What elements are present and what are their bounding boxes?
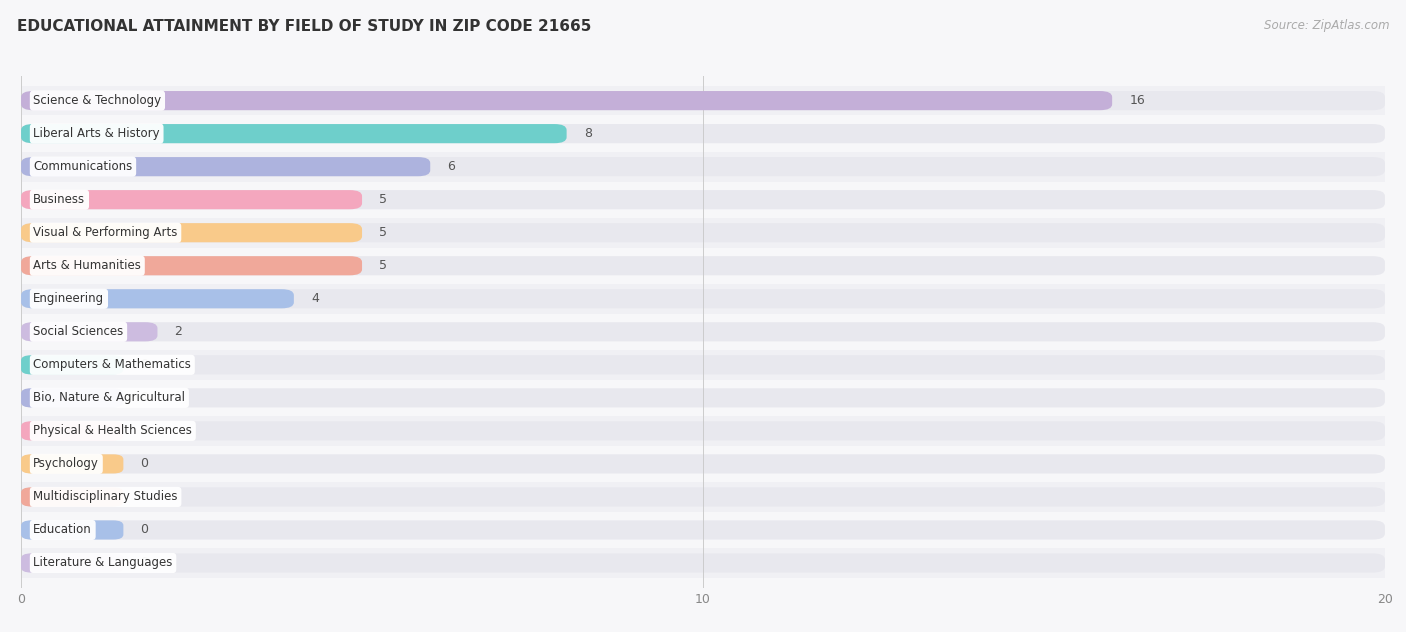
Text: 5: 5	[380, 193, 387, 206]
FancyBboxPatch shape	[21, 487, 1385, 506]
Bar	[21, 152, 1385, 181]
FancyBboxPatch shape	[21, 289, 294, 308]
Bar	[21, 218, 1385, 248]
Text: 5: 5	[380, 259, 387, 272]
Text: 16: 16	[1129, 94, 1144, 107]
FancyBboxPatch shape	[21, 256, 1385, 276]
Text: 0: 0	[141, 391, 149, 404]
FancyBboxPatch shape	[21, 157, 430, 176]
FancyBboxPatch shape	[21, 422, 124, 441]
Text: EDUCATIONAL ATTAINMENT BY FIELD OF STUDY IN ZIP CODE 21665: EDUCATIONAL ATTAINMENT BY FIELD OF STUDY…	[17, 19, 592, 34]
Text: 5: 5	[380, 226, 387, 240]
Bar	[21, 482, 1385, 512]
FancyBboxPatch shape	[21, 190, 1385, 209]
FancyBboxPatch shape	[21, 322, 1385, 341]
Bar	[21, 86, 1385, 116]
FancyBboxPatch shape	[21, 91, 1112, 110]
Text: Social Sciences: Social Sciences	[34, 325, 124, 338]
Text: Education: Education	[34, 523, 93, 537]
FancyBboxPatch shape	[21, 554, 1385, 573]
FancyBboxPatch shape	[21, 554, 124, 573]
Bar	[21, 284, 1385, 313]
FancyBboxPatch shape	[21, 520, 124, 540]
FancyBboxPatch shape	[21, 190, 363, 209]
Text: Physical & Health Sciences: Physical & Health Sciences	[34, 424, 193, 437]
FancyBboxPatch shape	[21, 256, 363, 276]
Text: 2: 2	[174, 325, 183, 338]
Text: 0: 0	[141, 557, 149, 569]
Text: 6: 6	[447, 160, 456, 173]
Bar	[21, 251, 1385, 281]
FancyBboxPatch shape	[21, 422, 1385, 441]
FancyBboxPatch shape	[21, 520, 1385, 540]
Text: Source: ZipAtlas.com: Source: ZipAtlas.com	[1264, 19, 1389, 32]
Bar	[21, 416, 1385, 446]
Text: Business: Business	[34, 193, 86, 206]
Bar	[21, 350, 1385, 380]
Bar	[21, 548, 1385, 578]
Text: Science & Technology: Science & Technology	[34, 94, 162, 107]
Text: Communications: Communications	[34, 160, 132, 173]
Text: 0: 0	[141, 458, 149, 470]
FancyBboxPatch shape	[21, 454, 124, 473]
Text: 0: 0	[141, 358, 149, 372]
Text: 0: 0	[141, 424, 149, 437]
Text: 8: 8	[583, 127, 592, 140]
Text: 4: 4	[311, 292, 319, 305]
Text: Computers & Mathematics: Computers & Mathematics	[34, 358, 191, 372]
FancyBboxPatch shape	[21, 289, 1385, 308]
Text: Multidisciplinary Studies: Multidisciplinary Studies	[34, 490, 179, 504]
FancyBboxPatch shape	[21, 355, 124, 374]
Text: Psychology: Psychology	[34, 458, 100, 470]
FancyBboxPatch shape	[21, 454, 1385, 473]
Bar	[21, 317, 1385, 347]
FancyBboxPatch shape	[21, 124, 567, 143]
FancyBboxPatch shape	[21, 322, 157, 341]
FancyBboxPatch shape	[21, 388, 1385, 408]
Bar	[21, 383, 1385, 413]
Text: Visual & Performing Arts: Visual & Performing Arts	[34, 226, 177, 240]
Text: Arts & Humanities: Arts & Humanities	[34, 259, 141, 272]
FancyBboxPatch shape	[21, 124, 1385, 143]
Text: Literature & Languages: Literature & Languages	[34, 557, 173, 569]
Bar	[21, 449, 1385, 479]
FancyBboxPatch shape	[21, 223, 363, 242]
FancyBboxPatch shape	[21, 355, 1385, 374]
FancyBboxPatch shape	[21, 388, 124, 408]
Bar	[21, 185, 1385, 214]
Bar	[21, 515, 1385, 545]
Text: Engineering: Engineering	[34, 292, 104, 305]
FancyBboxPatch shape	[21, 91, 1385, 110]
Text: 0: 0	[141, 523, 149, 537]
Text: 0: 0	[141, 490, 149, 504]
Bar	[21, 119, 1385, 149]
Text: Liberal Arts & History: Liberal Arts & History	[34, 127, 160, 140]
Text: Bio, Nature & Agricultural: Bio, Nature & Agricultural	[34, 391, 186, 404]
FancyBboxPatch shape	[21, 223, 1385, 242]
FancyBboxPatch shape	[21, 157, 1385, 176]
FancyBboxPatch shape	[21, 487, 124, 506]
